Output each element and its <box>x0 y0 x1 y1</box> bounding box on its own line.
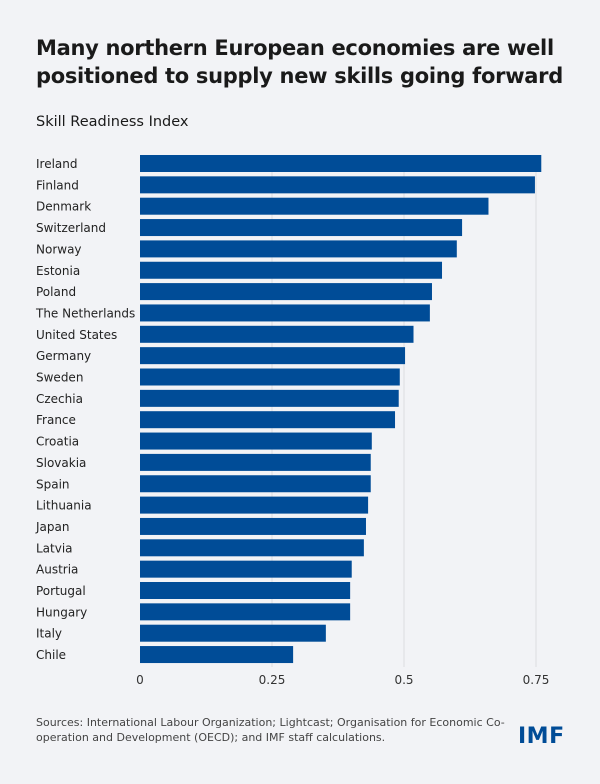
bar <box>140 155 542 172</box>
bar <box>140 496 369 514</box>
category-label: Spain <box>36 477 70 491</box>
x-tick-label: 0.25 <box>259 673 286 687</box>
x-tick-label: 0 <box>136 673 144 687</box>
category-label: Denmark <box>36 200 91 214</box>
bar <box>140 368 400 386</box>
bar <box>140 283 432 301</box>
bar <box>140 624 326 642</box>
category-label: France <box>36 413 76 427</box>
category-label: Italy <box>36 627 62 641</box>
category-label: Poland <box>36 285 76 299</box>
bar <box>140 432 372 450</box>
category-label: Sweden <box>36 371 83 385</box>
bar <box>140 646 294 664</box>
chart-subtitle: Skill Readiness Index <box>36 114 189 130</box>
bar-chart: 0 0.25 0.5 0.75 Ireland Finland Denmark Switzer… <box>35 155 550 687</box>
bar <box>140 261 443 279</box>
category-label: United States <box>36 328 117 342</box>
category-label: Chile <box>36 648 66 662</box>
category-label: The Netherlands <box>35 306 135 320</box>
category-label: Slovakia <box>36 456 86 470</box>
category-label: Croatia <box>36 435 79 449</box>
bar <box>140 582 351 599</box>
bar <box>140 176 535 194</box>
bar <box>140 603 351 621</box>
source-note: Sources: International Labour Organizati… <box>36 716 505 744</box>
category-label: Japan <box>35 520 69 534</box>
bar <box>140 453 371 471</box>
category-label: Hungary <box>36 605 87 619</box>
category-label: Lithuania <box>36 499 92 513</box>
bar <box>140 517 366 535</box>
x-tick-label: 0.75 <box>523 673 550 687</box>
category-label: Austria <box>36 563 78 577</box>
category-label: Norway <box>36 242 82 256</box>
category-label: Czechia <box>36 392 83 406</box>
bar <box>140 411 396 429</box>
category-label: Switzerland <box>36 221 106 235</box>
bar <box>140 219 463 237</box>
category-label: Latvia <box>36 541 73 555</box>
category-label: Portugal <box>36 584 86 598</box>
category-label: Finland <box>36 178 79 192</box>
bar <box>140 475 371 493</box>
bar <box>140 240 457 258</box>
bar <box>140 325 414 343</box>
bar <box>140 197 489 215</box>
bar <box>140 304 430 322</box>
x-tick-label: 0.5 <box>394 673 413 687</box>
category-label: Estonia <box>36 264 80 278</box>
bar <box>140 347 406 365</box>
category-label: Ireland <box>36 157 78 171</box>
category-label: Germany <box>36 349 91 363</box>
bar <box>140 560 352 578</box>
bar <box>140 539 364 557</box>
imf-logo: IMF <box>518 724 565 749</box>
bar <box>140 389 399 407</box>
chart-title: Many northern European economies are wel… <box>36 36 563 88</box>
